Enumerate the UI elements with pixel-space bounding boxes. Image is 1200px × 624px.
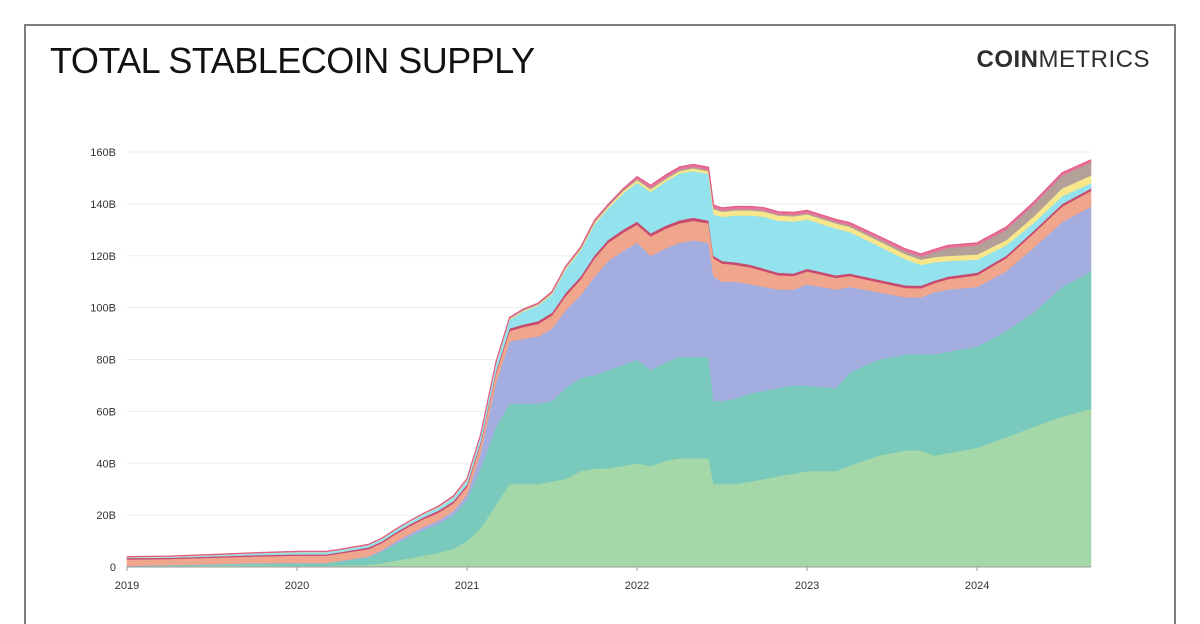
series-areas: [126, 159, 1092, 568]
x-tick-label: 2020: [285, 580, 309, 592]
y-tick-label: 60B: [96, 406, 116, 418]
y-tick-label: 160B: [90, 147, 116, 159]
y-tick-label: 140B: [90, 199, 116, 211]
brand-logo-light: METRICS: [1038, 46, 1150, 73]
y-axis: 0 20B 40B 60B 80B 100B 120B 140B 160B: [90, 147, 116, 574]
y-tick-label: 120B: [90, 251, 116, 263]
x-tick-label: 2022: [625, 580, 649, 592]
x-tick-label: 2019: [115, 580, 139, 592]
y-tick-label: 0: [110, 562, 116, 574]
y-tick-label: 40B: [96, 458, 116, 470]
brand-logo: COINMETRICS: [977, 46, 1151, 74]
page-title: TOTAL STABLECOIN SUPPLY: [50, 40, 535, 81]
y-tick-label: 20B: [96, 510, 116, 522]
x-tick-label: 2021: [455, 580, 479, 592]
brand-logo-bold: COIN: [976, 46, 1039, 73]
y-tick-label: 80B: [96, 355, 116, 367]
x-tick-label: 2023: [795, 580, 819, 592]
x-tick-label: 2024: [965, 580, 989, 592]
y-tick-label: 100B: [90, 303, 116, 315]
x-axis: 2019 2020 2021 2022 2023 2024: [115, 566, 1091, 592]
total-outline: [126, 159, 1092, 558]
